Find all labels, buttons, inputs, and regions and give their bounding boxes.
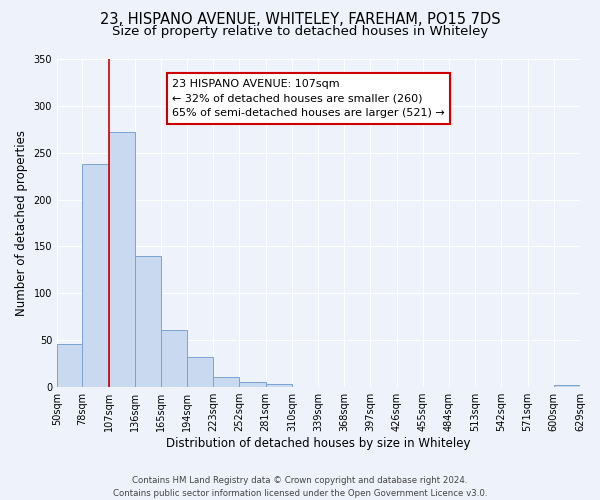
Bar [161,330,187,387]
Bar [213,377,239,387]
Y-axis label: Number of detached properties: Number of detached properties [15,130,28,316]
Bar [135,256,161,387]
Text: 23, HISPANO AVENUE, WHITELEY, FAREHAM, PO15 7DS: 23, HISPANO AVENUE, WHITELEY, FAREHAM, P… [100,12,500,28]
Text: Contains HM Land Registry data © Crown copyright and database right 2024.
Contai: Contains HM Land Registry data © Crown c… [113,476,487,498]
X-axis label: Distribution of detached houses by size in Whiteley: Distribution of detached houses by size … [166,437,471,450]
Bar [187,357,213,387]
Bar [239,382,266,387]
Text: Size of property relative to detached houses in Whiteley: Size of property relative to detached ho… [112,25,488,38]
Bar [554,385,580,387]
Bar [82,164,109,387]
Bar [266,384,292,387]
Text: 23 HISPANO AVENUE: 107sqm
← 32% of detached houses are smaller (260)
65% of semi: 23 HISPANO AVENUE: 107sqm ← 32% of detac… [172,78,445,118]
Bar [109,132,135,387]
Bar [57,344,82,387]
